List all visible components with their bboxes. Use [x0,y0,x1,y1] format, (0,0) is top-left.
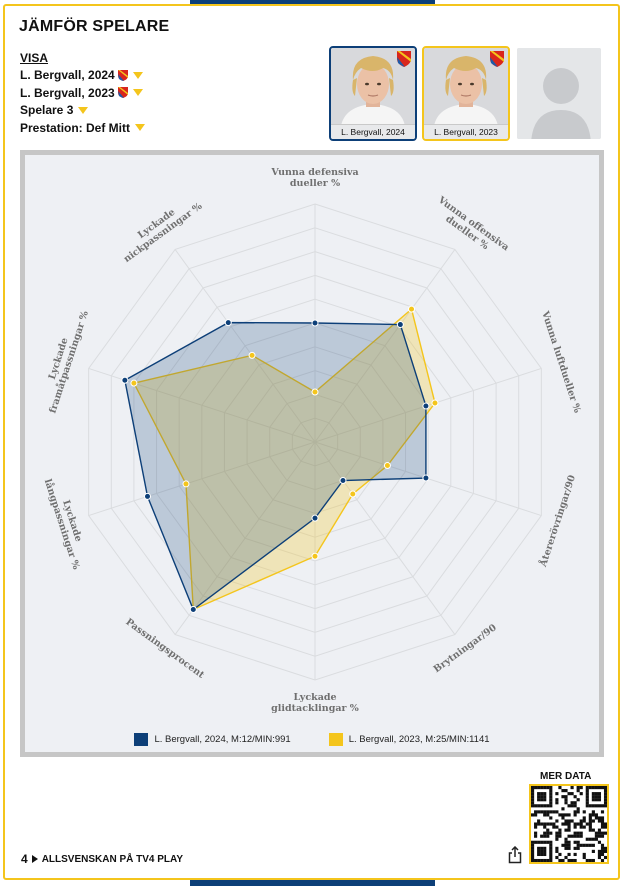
axis-label: Återerövringar/90 [537,473,578,569]
axis-label-text: Vunna luftdueller % [539,309,583,414]
chevron-down-icon[interactable] [132,71,143,79]
data-point [422,474,430,482]
player2-label: L. Bergvall, 2023 [20,85,115,100]
radar-chart: Vunna defensiva dueller % Vunna offensiva d… [25,155,599,752]
club-shield-icon [117,69,128,81]
data-point [396,321,404,329]
legend-item-2[interactable]: L. Bergvall, 2023, M:25/MIN:1141 [328,733,490,746]
grid-spoke [88,441,316,517]
chevron-down-icon[interactable] [135,124,146,132]
chevron-down-icon[interactable] [132,89,143,97]
footer-number: 4 [21,852,28,866]
data-point [248,351,256,359]
axis-label-text: Återerövringar/90 [537,473,578,569]
bottom-accent-bar [190,880,435,886]
data-point [383,462,391,470]
chevron-down-icon[interactable] [78,106,89,114]
legend-swatch [328,733,343,746]
player-card-2[interactable]: L. Bergvall, 2023 [422,46,510,141]
top-accent-bar [190,0,435,4]
axis-label-text: glidtacklingar % [271,703,359,714]
data-point [121,376,129,384]
axis-label-text: Lyckade [293,692,336,703]
performance-selector[interactable]: Prestation: Def Mitt [20,119,146,137]
performance-label: Prestation: Def Mitt [20,120,131,135]
player3-label: Spelare 3 [20,103,74,118]
player-photo [424,48,508,126]
axis-label-text: dueller % [290,178,340,189]
page-title: JÄMFÖR SPELARE [19,18,170,35]
player2-selector[interactable]: L. Bergvall, 2023 [20,84,145,102]
club-shield-icon [117,87,128,99]
axis-label: Passningsprocent [123,617,206,682]
data-point [311,319,319,327]
data-point [311,388,319,396]
player3-selector[interactable]: Spelare 3 [20,102,145,120]
axis-label-text: nickpassningar % [122,201,204,265]
axis-label-text: Passningsprocent [123,617,206,682]
player-card-1[interactable]: L. Bergvall, 2024 [329,46,417,141]
data-point [182,480,190,488]
player-photo [331,48,415,126]
data-point [431,399,439,407]
data-point [349,490,357,498]
axis-label-text: Brytningar/90 [432,622,499,675]
play-icon [31,855,38,863]
player1-label: L. Bergvall, 2024 [20,68,115,83]
data-point [339,477,347,485]
qr-code[interactable] [529,784,609,864]
grid-spoke [314,249,456,443]
legend-item-1[interactable]: L. Bergvall, 2024, M:12/MIN:991 [134,733,291,746]
data-point [143,492,151,500]
avatar-placeholder-icon [517,48,601,139]
axis-label: Brytningar/90 [432,622,499,675]
grid-spoke [314,441,456,635]
player-card-label: L. Bergvall, 2023 [424,124,508,139]
legend-swatch [134,733,149,746]
player-card-3[interactable] [515,46,603,141]
data-point [189,606,197,614]
player1-selector[interactable]: L. Bergvall, 2024 [20,67,145,85]
legend-label: L. Bergvall, 2024, M:12/MIN:991 [154,734,291,745]
compare-menu: VISA L. Bergvall, 2024 L. Bergvall, 2023… [20,49,146,137]
data-point [311,514,319,522]
grid-spoke [174,441,316,635]
data-point [224,319,232,327]
data-point [130,379,138,387]
club-shield-icon [397,51,411,67]
legend-label: L. Bergvall, 2023, M:25/MIN:1141 [348,734,490,745]
data-point [408,305,416,313]
grid-spoke [174,249,316,443]
chart-legend: L. Bergvall, 2024, M:12/MIN:991 L. Bergv… [25,733,599,746]
club-shield-icon [490,51,504,67]
footer[interactable]: 4 ALLSVENSKAN PÅ TV4 PLAY [21,852,183,866]
qr-code-icon [531,786,608,863]
more-data-label: MER DATA [540,771,592,782]
player-card-label: L. Bergvall, 2024 [331,124,415,139]
data-point [422,402,430,410]
share-icon[interactable] [508,846,522,864]
footer-text: ALLSVENSKAN PÅ TV4 PLAY [41,853,184,865]
axis-label: Vunna luftdueller % [539,309,583,414]
radar-chart-box: Vunna defensiva dueller % Vunna offensiva d… [20,150,604,757]
axis-label-text: Vunna defensiva [270,167,358,178]
data-point [311,552,319,560]
visa-header[interactable]: VISA [20,50,49,65]
